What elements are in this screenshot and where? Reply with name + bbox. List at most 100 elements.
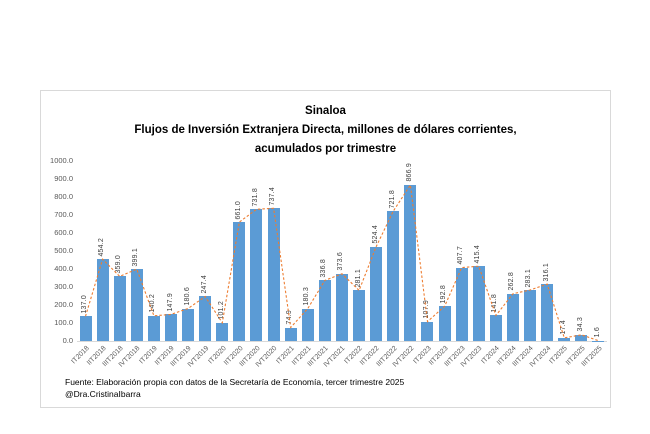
author-handle: @Dra.CristinaIbarra: [65, 388, 141, 399]
source-note: Fuente: Elaboración propia con datos de …: [65, 377, 404, 400]
bar: [438, 306, 451, 341]
source-text: Fuente: Elaboración propia con datos de …: [65, 377, 405, 387]
bar-slot: 140.2: [145, 161, 162, 341]
bar-slot: 107.9: [419, 161, 436, 341]
bar: [79, 316, 92, 341]
bar-slot: 721.8: [385, 161, 402, 341]
y-tick-label: 100.0: [54, 318, 73, 327]
bar-value-label: 192.8: [440, 284, 448, 304]
bar-series: 137.0 454.2 359.0 399.1 140.2 147.9 180.6 247.4…: [77, 161, 607, 341]
bar-value-label: 281.1: [354, 268, 362, 288]
bar-value-label: 731.8: [251, 187, 259, 207]
y-tick-label: 600.0: [54, 228, 73, 237]
bar-slot: 141.8: [487, 161, 504, 341]
y-tick-label: 300.0: [54, 282, 73, 291]
bar: [165, 314, 178, 341]
bar-slot: 359.0: [111, 161, 128, 341]
bar: [575, 334, 588, 341]
bar-slot: 180.3: [299, 161, 316, 341]
bar-value-label: 661.0: [234, 200, 242, 220]
bar-slot: 866.9: [402, 161, 419, 341]
bar-slot: 737.4: [265, 161, 282, 341]
bar: [558, 337, 571, 341]
y-tick-label: 0.0: [62, 336, 73, 345]
bar-slot: 731.8: [248, 161, 265, 341]
bar-slot: 415.4: [470, 161, 487, 341]
bar-value-label: 147.9: [166, 292, 174, 312]
bar-value-label: 359.0: [115, 254, 123, 274]
bar-value-label: 524.4: [371, 225, 379, 244]
bar: [130, 269, 143, 341]
bar-slot: 147.9: [162, 161, 179, 341]
x-axis: IT2018 IIT2018 IIIT2018 IVT2018 IT2019 IIT201…: [70, 342, 607, 376]
bar: [216, 322, 229, 341]
y-tick-label: 800.0: [54, 192, 73, 201]
bar-slot: 399.1: [128, 161, 145, 341]
bar-slot: 373.6: [333, 161, 350, 341]
bar-value-label: 407.7: [457, 246, 465, 265]
bar-value-label: 866.9: [405, 163, 413, 182]
bar: [489, 315, 502, 341]
bar-value-label: 721.8: [388, 189, 396, 209]
bar-value-label: 399.1: [132, 247, 140, 267]
bar-slot: 524.4: [368, 161, 385, 341]
bar-value-label: 74.9: [286, 310, 294, 325]
bar-value-label: 415.4: [474, 244, 482, 264]
bar: [301, 308, 314, 341]
bar: [182, 308, 195, 341]
bar: [233, 222, 246, 341]
bar: [387, 211, 400, 341]
bar: [506, 293, 519, 341]
bar-value-label: 1.6: [593, 327, 601, 338]
bar-slot: 17.4: [556, 161, 573, 341]
bar-slot: 316.1: [539, 161, 556, 341]
bar-value-label: 180.3: [303, 287, 311, 306]
bar-slot: 74.9: [282, 161, 299, 341]
y-tick-label: 500.0: [54, 246, 73, 255]
bar-value-label: 316.1: [542, 262, 550, 282]
chart-title-line3: acumulados por trimestre: [254, 143, 397, 155]
chart-title: Sinaloa Flujos de Inversión Extranjera D…: [41, 102, 610, 159]
chart-title-line2: Flujos de Inversión Extranjera Directa, …: [134, 124, 517, 136]
bar: [267, 208, 280, 341]
bar-value-label: 140.2: [149, 294, 157, 313]
bar: [353, 290, 366, 341]
bar: [404, 184, 417, 341]
bar-value-label: 101.2: [217, 301, 225, 320]
plot-area: 137.0 454.2 359.0 399.1 140.2 147.9 180.6 247.4…: [77, 161, 607, 342]
bar-value-label: 107.9: [422, 300, 430, 319]
bar: [147, 315, 160, 341]
bar-value-label: 180.6: [183, 286, 191, 306]
bar-slot: 34.3: [573, 161, 590, 341]
bar-slot: 137.0: [77, 161, 94, 341]
y-tick-label: 900.0: [54, 174, 73, 183]
bar-value-label: 336.8: [320, 258, 328, 278]
bar: [455, 267, 468, 341]
bar: [318, 280, 331, 341]
bar-value-label: 17.4: [559, 320, 567, 335]
bar-slot: 407.7: [453, 161, 470, 341]
bar-slot: 336.8: [316, 161, 333, 341]
bar-slot: 247.4: [197, 161, 214, 341]
bar: [199, 296, 212, 341]
bar-value-label: 247.4: [200, 274, 208, 294]
bar: [541, 284, 554, 341]
bar-value-label: 34.3: [576, 317, 584, 332]
bar: [335, 273, 348, 341]
bar-slot: 454.2: [94, 161, 111, 341]
bar: [523, 290, 536, 341]
bar-value-label: 737.4: [269, 186, 277, 206]
y-tick-label: 400.0: [54, 264, 73, 273]
bar: [472, 266, 485, 341]
bar-slot: 283.1: [521, 161, 538, 341]
y-tick-label: 1000.0: [50, 156, 73, 165]
bar: [370, 246, 383, 341]
x-slot: IIIT2025: [580, 342, 607, 376]
chart-title-line1: Sinaloa: [305, 105, 346, 117]
bar-value-label: 137.0: [81, 294, 89, 314]
bar: [284, 327, 297, 341]
bar: [421, 321, 434, 341]
bar-slot: 661.0: [231, 161, 248, 341]
bar-slot: 281.1: [351, 161, 368, 341]
bar-slot: 1.6: [590, 161, 607, 341]
